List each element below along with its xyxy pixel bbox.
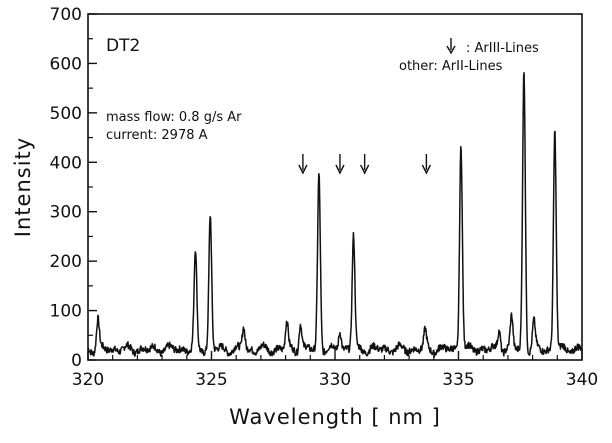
x-tick-label: 330 [319,370,351,390]
legend-arrow-icon [446,38,456,55]
spectrum-line [87,72,583,358]
mass-flow-annotation: mass flow: 0.8 g/s Ar [106,110,242,125]
legend-arrow-text: : ArIII-Lines [466,41,539,56]
arrow-marker [298,154,308,175]
x-tick-label: 335 [442,370,474,390]
y-tick-label: 500 [50,104,82,124]
y-axis-title: Intensity [11,137,35,237]
arrow-marker [421,154,432,175]
y-tick-label: 600 [50,54,82,74]
y-tick-label: 700 [50,5,82,25]
y-tick-label: 200 [50,252,82,272]
label-id: DT2 [106,36,140,56]
legend-other-text: other: ArII-Lines [399,59,503,74]
x-tick-label: 325 [195,370,227,390]
x-tick-label: 320 [72,370,104,390]
y-tick-label: 400 [50,153,82,173]
arrow-marker [360,154,370,175]
y-tick-label: 0 [71,351,82,371]
x-axis-ticks: 320 325 330 335 340 [72,351,598,390]
y-tick-label: 100 [50,302,82,322]
plot-frame [87,13,583,361]
arrow-markers [298,154,432,175]
x-axis-title: Wavelength [ nm ] [229,405,441,429]
x-tick-label: 340 [566,370,598,390]
y-tick-label: 300 [50,203,82,223]
arrow-marker [335,154,345,175]
current-annotation: current: 2978 A [106,128,208,143]
y-axis-ticks: 0 100 200 300 400 500 600 700 [50,5,97,371]
